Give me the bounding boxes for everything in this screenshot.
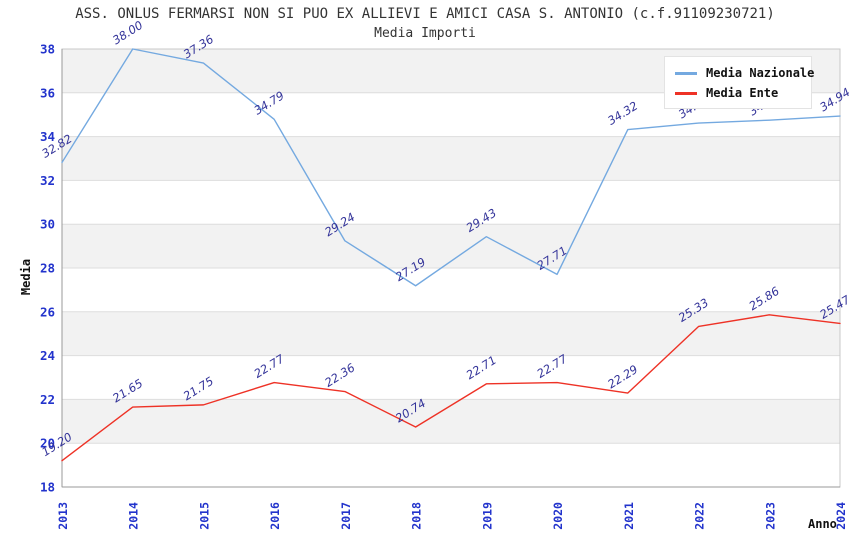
data-point-label: 22.71 (464, 353, 499, 382)
data-point-label: 25.86 (746, 284, 781, 313)
y-tick-label: 30 (40, 217, 55, 232)
y-tick-label: 38 (40, 42, 55, 57)
x-tick-label: 2020 (551, 502, 565, 530)
x-tick-label: 2016 (268, 502, 282, 530)
plot-band (62, 399, 840, 444)
x-tick-label: 2014 (127, 502, 141, 530)
x-axis-title: Anno (808, 517, 837, 531)
x-tick-label: 2018 (410, 502, 424, 530)
data-point-label: 21.75 (181, 374, 216, 403)
chart-title: ASS. ONLUS FERMARSI NON SI PUO EX ALLIEV… (75, 6, 775, 22)
x-tick-label: 2017 (339, 502, 353, 530)
legend-label-media-nazionale: Media Nazionale (706, 66, 815, 80)
legend-label-media-ente: Media Ente (706, 86, 779, 100)
legend-item-media-ente: Media Ente (675, 86, 803, 100)
y-tick-label: 18 (40, 480, 55, 495)
x-tick-label: 2023 (763, 502, 777, 530)
plot-band (62, 311, 840, 356)
series-line-1 (61, 314, 841, 462)
series-line-0 (61, 48, 841, 287)
data-point-label: 38.00 (110, 18, 145, 47)
y-tick-label: 22 (40, 392, 55, 407)
x-tick-label: 2021 (622, 502, 636, 530)
x-tick-label: 2024 (834, 502, 848, 530)
y-tick-label: 36 (40, 85, 55, 100)
data-point-label: 34.32 (605, 99, 640, 128)
y-tick-label: 26 (40, 304, 55, 319)
data-point-label: 22.36 (322, 360, 357, 389)
legend-item-media-nazionale: Media Nazionale (675, 66, 814, 80)
x-tick-label: 2019 (480, 502, 494, 530)
plot-band (62, 136, 840, 181)
legend-box: Media Nazionale Media Ente (664, 56, 814, 109)
x-tick-label: 2022 (693, 502, 707, 530)
x-tick-label: 2015 (197, 502, 211, 530)
y-tick-label: 24 (40, 348, 55, 363)
y-tick-label: 34 (40, 129, 55, 144)
legend-swatch-media-ente (675, 91, 697, 95)
legend-swatch-media-nazionale (675, 71, 697, 75)
y-tick-label: 32 (40, 173, 55, 188)
y-axis-title: Media (19, 258, 34, 296)
x-tick-label: 2013 (56, 502, 70, 530)
y-tick-label: 20 (40, 436, 55, 451)
y-tick-label: 28 (40, 261, 55, 276)
chart-subtitle: Media Importi (374, 26, 476, 41)
